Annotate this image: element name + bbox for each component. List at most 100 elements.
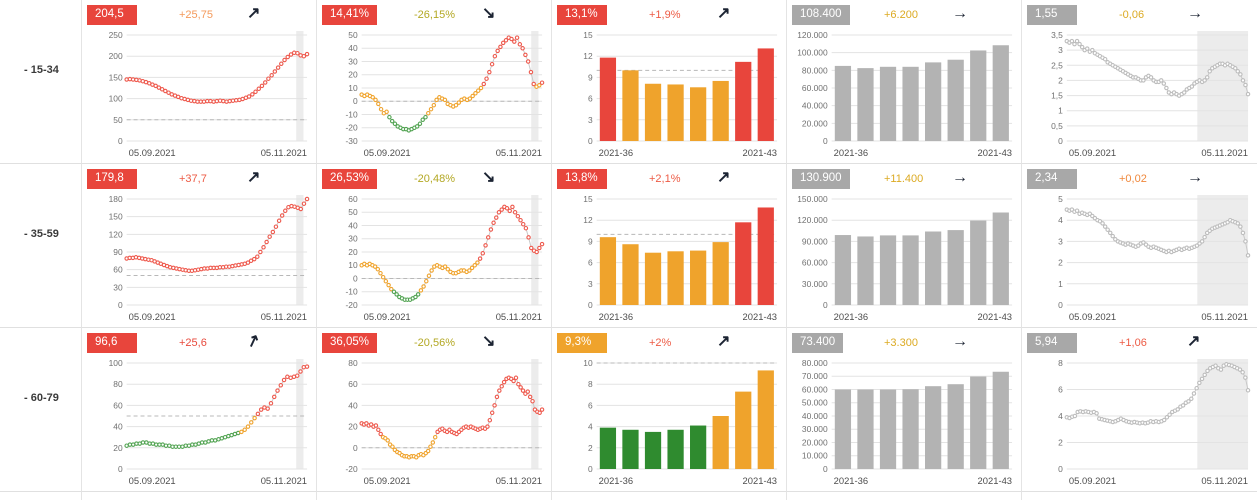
line-chart[interactable]: 0 0,5 1 1,5 2 2,5 3 3,5 05.09.2021 05.11.2021 [1027,29,1254,162]
bar[interactable] [690,250,707,305]
bar[interactable] [735,391,752,469]
data-point [497,388,502,393]
y-tick-label: 0 [1058,136,1063,146]
bar[interactable] [735,222,752,305]
bar[interactable] [970,376,987,469]
bar[interactable] [970,220,987,305]
data-point [1069,38,1075,44]
bar-chart[interactable]: 0 2 4 6 8 10 2021-36 2021-43 [557,357,783,490]
bar[interactable] [757,48,774,141]
bar[interactable] [622,244,639,305]
data-point [281,377,287,383]
bar[interactable] [992,371,1009,469]
bar[interactable] [667,251,684,305]
row-label--60-79[interactable]: - 60-79 [0,328,82,492]
bar-chart[interactable]: 0 30.000 60.000 90.000 120.000 150.000 2021-36… [792,193,1018,326]
bar[interactable] [644,252,662,305]
data-point [373,423,379,428]
line-chart[interactable]: 0 1 2 3 4 5 05.09.2021 05.11.2021 [1027,193,1254,326]
bar[interactable] [857,68,874,141]
data-point [467,268,472,273]
kpi-cell: 14,41% -26,15% ↘ -30 -20 -10 0 10 20 30 40 50 05.… [317,0,552,164]
bar[interactable] [879,389,897,470]
kpi-badge: 2,34 [1027,169,1077,189]
bar[interactable] [834,65,852,141]
line-chart[interactable]: -20 0 20 40 60 80 05.09.2021 05.11.2021 [322,357,548,490]
bar[interactable] [599,57,617,141]
bar[interactable] [857,389,874,470]
bar[interactable] [599,237,617,305]
data-point [1175,407,1180,412]
bar[interactable] [690,87,707,141]
bar-chart[interactable]: 0 3 6 9 12 15 2021-36 2021-43 [557,193,783,326]
data-point [1245,91,1251,97]
line-chart[interactable]: 0 20 40 60 80 100 05.09.2021 05.11.2021 [87,357,313,490]
x-axis-label-end: 2021-43 [743,476,777,487]
y-tick-label: 90 [113,247,123,257]
line-chart[interactable]: -20 -10 0 10 20 30 40 50 60 05.09.2021 05.11.2021 [322,193,548,326]
bar[interactable] [622,429,639,469]
y-tick-label: 0,5 [1051,121,1063,131]
kpi-badge: 26,53% [322,169,378,189]
bar[interactable] [757,207,774,305]
line-chart[interactable]: 0 2 4 6 8 05.09.2021 05.11.2021 [1027,357,1254,490]
data-point [163,88,168,94]
bar[interactable] [622,70,639,141]
kpi-cell: 204,5 +25,75 ↗ 0 50 100 150 200 250 05.09.2021… [82,0,317,164]
bar[interactable] [925,231,942,305]
bar[interactable] [879,66,897,141]
bar-chart[interactable]: 0 3 6 9 12 15 2021-36 2021-43 [557,29,783,162]
bar[interactable] [925,386,942,469]
bar-chart[interactable]: 0 20.000 40.000 60.000 80.000 100.000 120.000 2… [792,29,1018,162]
bar-chart[interactable]: 0 10.000 20.000 30.000 40.000 50.000 60.000 70.… [792,357,1018,490]
y-tick-label: 8 [588,379,593,389]
y-tick-label: 30 [348,56,358,66]
y-tick-label: 4 [588,422,593,432]
bar[interactable] [970,50,987,141]
bar[interactable] [667,429,684,469]
line-chart[interactable]: 0 50 100 150 200 250 05.09.2021 05.11.2021 [87,29,313,162]
line-chart[interactable]: -30 -20 -10 0 10 20 30 40 50 05.09.2021 05.11.2021 [322,29,548,162]
bar[interactable] [712,416,729,469]
bar[interactable] [902,389,919,469]
data-point [1100,221,1105,226]
y-tick-label: 80 [348,358,358,368]
data-point [1189,84,1195,89]
bar[interactable] [879,235,897,305]
bar[interactable] [902,235,919,305]
bar[interactable] [857,236,874,305]
bar[interactable] [712,242,729,305]
bar[interactable] [925,62,942,142]
bar[interactable] [947,59,964,141]
data-point [1072,41,1077,47]
y-tick-label: 80.000 [802,65,828,75]
data-point [491,220,496,226]
bar[interactable] [834,235,852,305]
bar[interactable] [992,212,1009,305]
line-chart[interactable]: 0 30 60 90 120 150 180 05.09.2021 05.11.2021 [87,193,313,326]
bar[interactable] [947,384,964,469]
bar[interactable] [902,66,919,141]
row-label--35-59[interactable]: - 35-59 [0,164,82,328]
bar[interactable] [834,389,852,470]
data-point [1235,221,1241,226]
bar[interactable] [599,427,617,469]
highlight-band [1197,195,1249,305]
bar[interactable] [690,425,707,469]
bar[interactable] [644,83,662,141]
bar[interactable] [992,45,1009,141]
kpi-header: 96,6 +25,6 ↗ [87,331,313,357]
data-point [469,265,475,271]
bar[interactable] [667,84,684,141]
bar[interactable] [644,431,662,469]
bar[interactable] [757,370,774,469]
bar[interactable] [735,61,752,141]
bar[interactable] [947,230,964,305]
data-point [251,256,257,262]
data-point [272,69,278,74]
data-point [279,61,284,67]
bar[interactable] [712,80,729,141]
data-point [1207,69,1212,74]
row-label--15-34[interactable]: - 15-34 [0,0,82,164]
x-axis-label-end: 05.11.2021 [496,148,542,159]
